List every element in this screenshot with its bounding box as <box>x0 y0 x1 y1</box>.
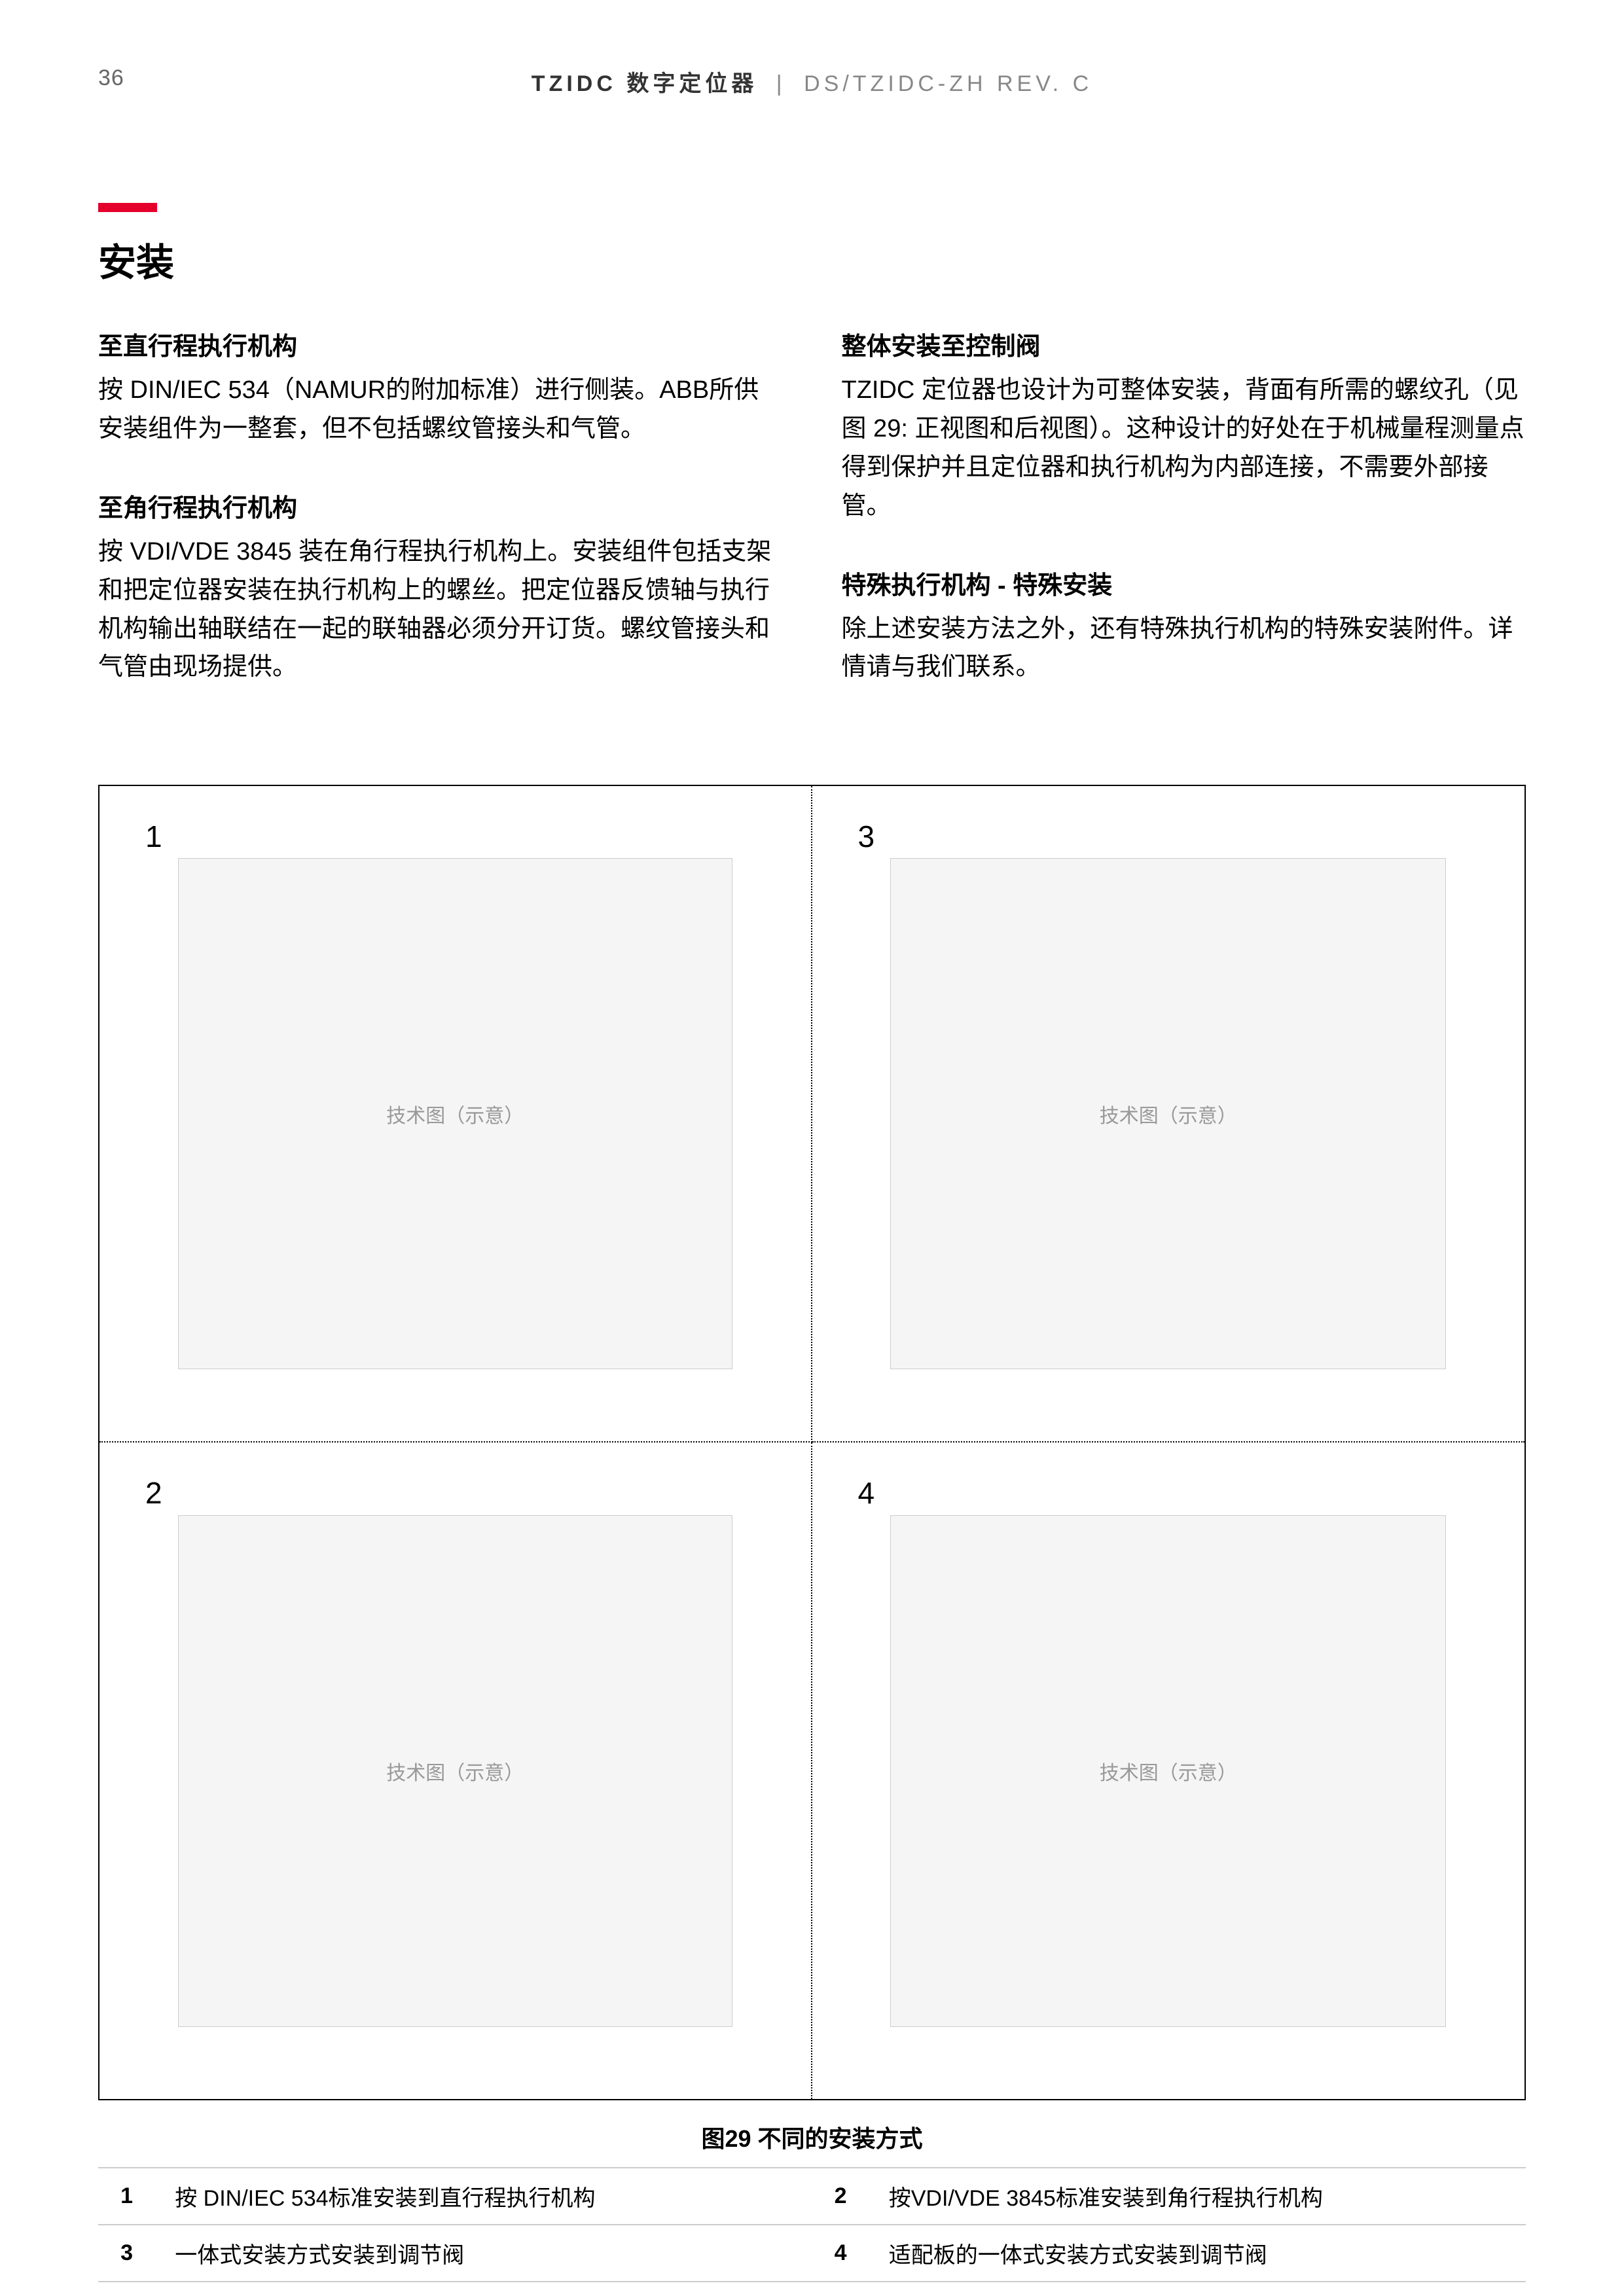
figure-cell-1: 1 技术图（示意） <box>99 786 812 1443</box>
legend-description: 一体式安装方式安装到调节阀 <box>155 2225 812 2282</box>
page-number: 36 <box>98 65 124 91</box>
legend-number: 4 <box>812 2225 869 2282</box>
section-integral-mounting: 整体安装至控制阀 TZIDC 定位器也设计为可整体安装，背面有所需的螺纹孔（见图… <box>842 326 1526 526</box>
legend-number: 3 <box>98 2225 155 2282</box>
legend-description: 适配板的一体式安装方式安装到调节阀 <box>869 2225 1526 2282</box>
figure-cell-3: 3 技术图（示意） <box>812 786 1525 1443</box>
section-rotary-actuator: 至角行程执行机构 按 VDI/VDE 3845 装在角行程执行机构上。安装组件包… <box>98 488 783 687</box>
technical-drawing-placeholder: 技术图（示意） <box>178 858 732 1369</box>
page-title: 安装 <box>98 232 1526 287</box>
section-heading: 特殊执行机构 - 特殊安装 <box>842 565 1526 601</box>
placeholder-label: 技术图（示意） <box>1100 1100 1237 1128</box>
figure-legend-table: 1 按 DIN/IEC 534标准安装到直行程执行机构 2 按VDI/VDE 3… <box>98 2167 1526 2282</box>
section-body: 按 VDI/VDE 3845 装在角行程执行机构上。安装组件包括支架和把定位器安… <box>98 533 783 687</box>
technical-drawing-placeholder: 技术图（示意） <box>890 858 1446 1369</box>
legend-row: 3 一体式安装方式安装到调节阀 4 适配板的一体式安装方式安装到调节阀 <box>98 2225 1526 2282</box>
legend-description: 按VDI/VDE 3845标准安装到角行程执行机构 <box>869 2168 1526 2225</box>
doc-title-revision: DS/TZIDC-ZH REV. C <box>804 71 1092 96</box>
doc-title-main: TZIDC 数字定位器 <box>532 71 758 96</box>
figure-cell-number: 2 <box>145 1475 162 1511</box>
section-body: 按 DIN/IEC 534（NAMUR的附加标准）进行侧装。ABB所供安装组件为… <box>98 371 783 448</box>
figure-caption: 图29 不同的安装方式 <box>98 2120 1526 2154</box>
legend-row: 1 按 DIN/IEC 534标准安装到直行程执行机构 2 按VDI/VDE 3… <box>98 2168 1526 2225</box>
placeholder-label: 技术图（示意） <box>386 1100 524 1128</box>
figure-cell-number: 3 <box>858 819 875 854</box>
section-linear-actuator: 至直行程执行机构 按 DIN/IEC 534（NAMUR的附加标准）进行侧装。A… <box>98 326 783 448</box>
accent-bar <box>98 203 157 212</box>
two-column-layout: 至直行程执行机构 按 DIN/IEC 534（NAMUR的附加标准）进行侧装。A… <box>98 326 1526 726</box>
technical-drawing-placeholder: 技术图（示意） <box>890 1515 1446 2027</box>
right-column: 整体安装至控制阀 TZIDC 定位器也设计为可整体安装，背面有所需的螺纹孔（见图… <box>842 326 1526 726</box>
section-body: TZIDC 定位器也设计为可整体安装，背面有所需的螺纹孔（见图 29: 正视图和… <box>842 371 1526 526</box>
section-heading: 至角行程执行机构 <box>98 488 783 524</box>
legend-number: 2 <box>812 2168 869 2225</box>
section-heading: 至直行程执行机构 <box>98 326 783 362</box>
section-heading: 整体安装至控制阀 <box>842 326 1526 362</box>
placeholder-label: 技术图（示意） <box>386 1757 524 1785</box>
placeholder-label: 技术图（示意） <box>1100 1757 1237 1785</box>
doc-title-separator: | <box>776 71 785 96</box>
figure-grid: 1 技术图（示意） 3 技术图（示意） 2 技术图（示意） 4 <box>99 786 1525 2099</box>
section-body: 除上述安装方法之外，还有特殊执行机构的特殊安装附件。详情请与我们联系。 <box>842 610 1526 687</box>
legend-number: 1 <box>98 2168 155 2225</box>
page-header: 36 TZIDC 数字定位器 | DS/TZIDC-ZH REV. C <box>98 65 1526 91</box>
figure-cell-2: 2 技术图（示意） <box>99 1443 812 2099</box>
legend-description: 按 DIN/IEC 534标准安装到直行程执行机构 <box>155 2168 812 2225</box>
figure-cell-number: 4 <box>858 1475 875 1511</box>
left-column: 至直行程执行机构 按 DIN/IEC 534（NAMUR的附加标准）进行侧装。A… <box>98 326 783 726</box>
section-special-mounting: 特殊执行机构 - 特殊安装 除上述安装方法之外，还有特殊执行机构的特殊安装附件。… <box>842 565 1526 687</box>
technical-drawing-placeholder: 技术图（示意） <box>178 1515 732 2027</box>
figure-cell-number: 1 <box>145 819 162 854</box>
document-title-block: TZIDC 数字定位器 | DS/TZIDC-ZH REV. C <box>532 65 1092 98</box>
content-area: 安装 至直行程执行机构 按 DIN/IEC 534（NAMUR的附加标准）进行侧… <box>98 203 1526 2282</box>
figure-cell-4: 4 技术图（示意） <box>812 1443 1525 2099</box>
figure-29-box: 1 技术图（示意） 3 技术图（示意） 2 技术图（示意） 4 <box>98 785 1526 2100</box>
